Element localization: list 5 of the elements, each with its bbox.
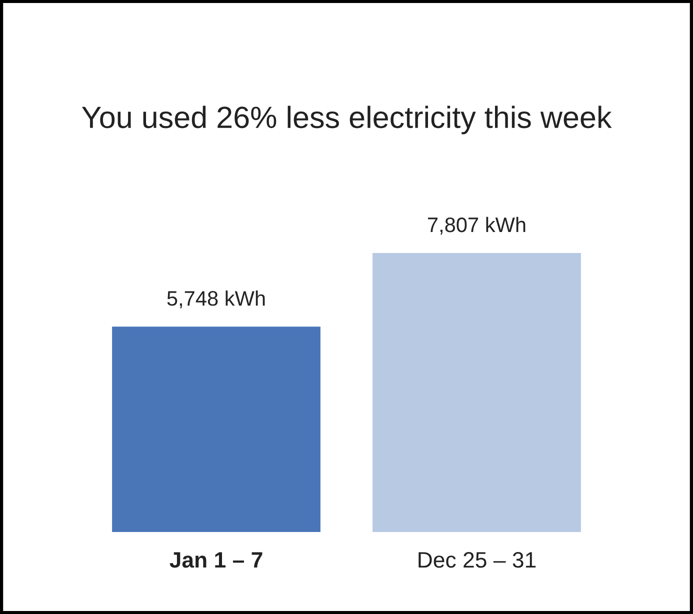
x-tick-label: Dec 25 – 31	[418, 552, 536, 568]
x-tick-label: Jan 1 – 7	[170, 552, 262, 568]
chart-title: You used 26% less electricity this week	[82, 106, 612, 134]
data-label: 5,748 kWh	[167, 290, 265, 308]
data-label: 7,807 kWh	[428, 216, 526, 235]
